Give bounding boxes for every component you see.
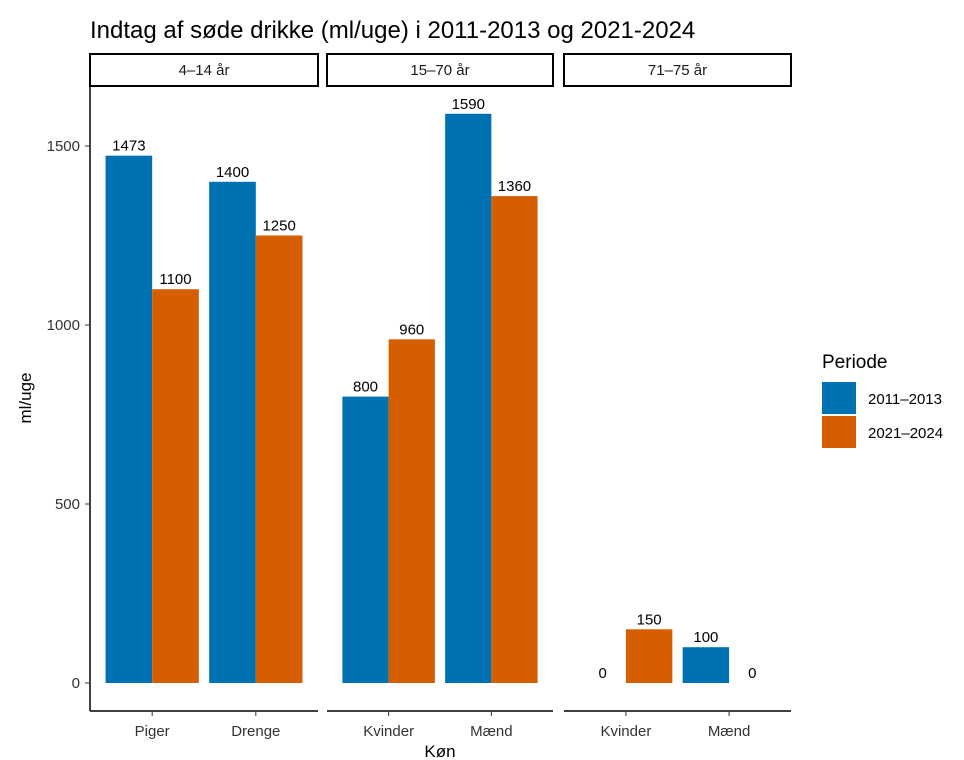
bar <box>152 289 199 683</box>
x-tick-label: Piger <box>135 723 170 740</box>
x-tick-label: Mænd <box>708 723 751 740</box>
facet-strip-label: 71–75 år <box>648 62 707 79</box>
y-tick-label: 1500 <box>47 138 80 155</box>
facet-panel: 71–75 år Kvinder 0 150 Mænd 100 0 <box>563 53 792 740</box>
facet-strip <box>563 53 792 87</box>
facet-strip <box>326 53 554 87</box>
legend-title: Periode <box>822 352 888 373</box>
bar-value-label: 150 <box>637 611 662 628</box>
bar-value-label: 1250 <box>262 218 295 235</box>
bar <box>342 396 389 683</box>
legend-swatch <box>822 382 856 414</box>
legend: Periode 2011–2013 2021–2024 <box>822 352 943 448</box>
y-tick-label: 500 <box>55 496 80 513</box>
y-tick-label: 0 <box>72 675 80 692</box>
bar-value-label: 1360 <box>498 178 531 195</box>
bar-value-label: 800 <box>353 379 378 396</box>
facet-panel: 4–14 år Piger 1473 1100 Drenge 1400 1250 <box>89 53 319 740</box>
x-tick-label: Kvinder <box>363 723 414 740</box>
legend-entry-label: 2011–2013 <box>868 391 942 408</box>
bar-value-label: 0 <box>599 665 607 682</box>
bar-value-label: 960 <box>399 321 424 338</box>
bar <box>491 196 538 683</box>
bar <box>625 629 673 683</box>
bar <box>388 339 435 683</box>
y-axis-title: ml/uge <box>16 372 35 423</box>
bar-value-label: 1590 <box>452 96 485 113</box>
bar-value-label: 1400 <box>216 164 249 181</box>
facet-strip-label: 4–14 år <box>179 62 230 79</box>
x-axis-title: Køn <box>424 742 455 760</box>
legend-swatch <box>822 416 856 448</box>
facet-panel: 15–70 år Kvinder 800 960 Mænd 1590 1360 <box>326 53 554 740</box>
x-tick-label: Kvinder <box>600 723 651 740</box>
x-tick-label: Drenge <box>231 723 280 740</box>
bar <box>105 155 153 683</box>
y-axis: 0 500 1000 1500 <box>47 86 91 711</box>
legend-entry-label: 2021–2024 <box>868 425 943 442</box>
y-tick-label: 1000 <box>47 317 80 334</box>
bar-value-label: 1100 <box>159 271 191 288</box>
bar <box>445 113 492 683</box>
facet-panels: 4–14 år Piger 1473 1100 Drenge 1400 1250 15–70 … <box>89 53 792 740</box>
bar <box>209 181 256 684</box>
bar-value-label: 100 <box>693 629 718 646</box>
chart-title: Indtag af søde drikke (ml/uge) i 2011-20… <box>90 17 695 44</box>
x-tick-label: Mænd <box>470 723 513 740</box>
bar-value-label: 1473 <box>112 138 145 155</box>
bar <box>255 235 303 683</box>
facet-strip <box>89 53 319 87</box>
facet-strip-label: 15–70 år <box>410 62 469 79</box>
bar <box>682 647 730 683</box>
bar-value-label: 0 <box>748 665 756 682</box>
